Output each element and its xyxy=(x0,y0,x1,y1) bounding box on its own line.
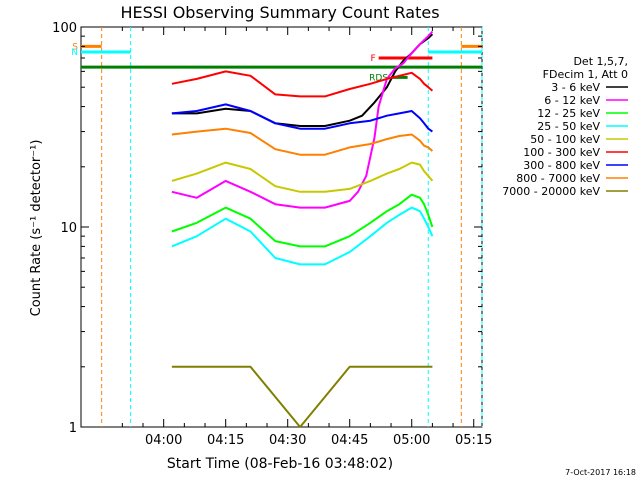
series-line xyxy=(171,161,434,193)
axis-ticks: 04:00 04:15 04:30 04:45 05:00 05:15 1 10 100 xyxy=(52,21,492,448)
y-tick-label: 100 xyxy=(52,21,77,36)
series-line xyxy=(171,193,434,248)
x-tick-label: 04:15 xyxy=(207,433,244,448)
legend-entry: 800 - 7000 keV xyxy=(516,172,600,185)
legend-entry: 7000 - 20000 keV xyxy=(502,185,600,198)
x-tick-label: 05:00 xyxy=(393,433,430,448)
series-line xyxy=(171,33,434,127)
x-tick-label: 04:00 xyxy=(145,433,182,448)
series-lines xyxy=(171,30,434,428)
series-line xyxy=(171,127,434,156)
legend-entry: 100 - 300 keV xyxy=(523,146,600,159)
chart-title: HESSI Observing Summary Count Rates xyxy=(120,3,439,22)
series-line xyxy=(171,70,434,98)
legend-entry: 300 - 800 keV xyxy=(523,159,600,172)
series-line xyxy=(171,30,434,209)
y-tick-label: 1 xyxy=(69,421,77,436)
x-tick-label: 04:45 xyxy=(331,433,368,448)
legend-header: FDecim 1, Att 0 xyxy=(543,68,628,81)
legend-header: Det 1,5,7, xyxy=(573,55,628,68)
flag-label: S xyxy=(72,42,78,52)
flag-label: RDS xyxy=(369,73,388,83)
flag-label: N xyxy=(71,48,78,58)
legend-entry: 12 - 25 keV xyxy=(537,107,600,120)
y-axis-label: Count Rate (s⁻¹ detector⁻¹) xyxy=(29,140,44,317)
legend-entry: 6 - 12 keV xyxy=(544,94,600,107)
series-line xyxy=(171,206,434,266)
series-line xyxy=(171,103,433,133)
x-tick-label: 04:30 xyxy=(269,433,306,448)
x-tick-label: 05:15 xyxy=(455,433,492,448)
x-axis-label: Start Time (08-Feb-16 03:48:02) xyxy=(167,456,393,472)
timestamp: 7-Oct-2017 16:18 xyxy=(565,468,636,477)
legend-entry: 25 - 50 keV xyxy=(537,120,600,133)
y-tick-label: 10 xyxy=(60,221,77,236)
legend-entry: 50 - 100 keV xyxy=(530,133,600,146)
series-line xyxy=(171,365,433,428)
flag-label: F xyxy=(370,54,375,64)
legend-entry: 3 - 6 keV xyxy=(551,81,600,94)
